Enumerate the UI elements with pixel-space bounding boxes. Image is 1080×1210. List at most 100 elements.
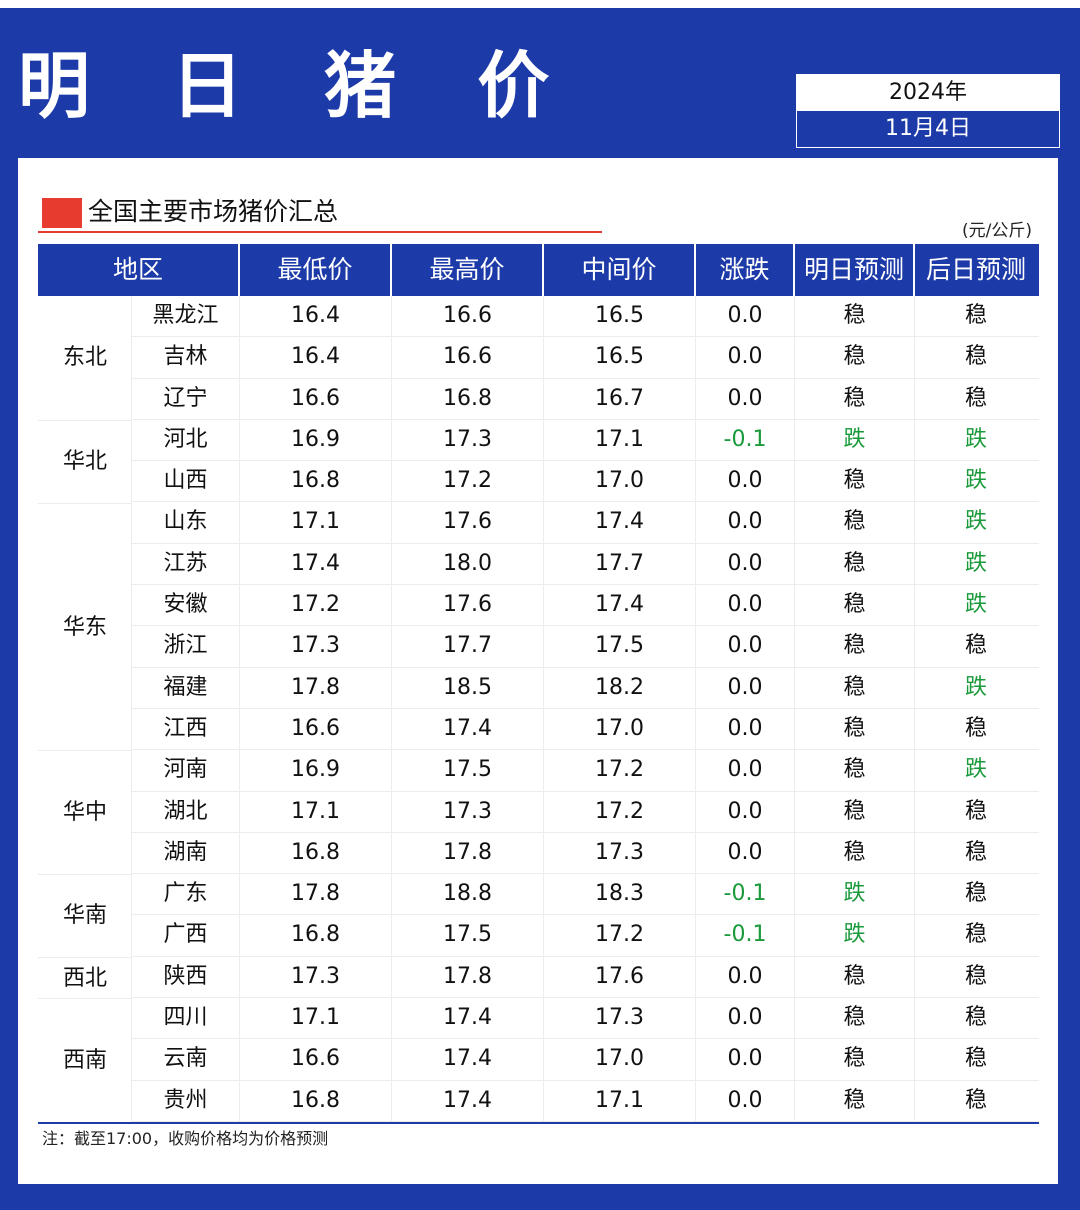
- mid-price-cell: 17.0: [544, 708, 696, 750]
- page-title: 明 日 猪 价: [18, 44, 578, 128]
- table-row: 江苏 17.4 18.0 17.7 0.0 稳 跌: [38, 543, 1039, 586]
- table-row: 贵州 16.8 17.4 17.1 0.0 稳稳: [38, 1080, 1039, 1122]
- region-column: 东北 华北 华东 华中 华南 西北 西南: [38, 296, 132, 1122]
- after-tomorrow-forecast-cell: 稳: [964, 839, 987, 865]
- header-region: 地区: [38, 244, 240, 296]
- province-cell: 四川: [132, 998, 240, 1039]
- high-price-cell: 17.5: [392, 750, 544, 791]
- header-low: 最低价: [240, 244, 392, 296]
- high-price-cell: 16.8: [392, 378, 544, 419]
- after-tomorrow-forecast-cell: 稳: [964, 344, 987, 370]
- tomorrow-forecast-cell: 稳: [795, 543, 915, 585]
- province-cell: 河南: [132, 750, 240, 791]
- province-cell: 江西: [132, 708, 240, 750]
- table-row: 江西 16.6 17.4 17.0 0.0 稳稳: [38, 708, 1039, 751]
- high-price-cell: 18.0: [392, 543, 544, 585]
- low-price-cell: 16.6: [240, 378, 392, 419]
- region-label: 华东: [38, 502, 132, 752]
- table-row: 云南 16.6 17.4 17.0 0.0 稳稳: [38, 1039, 1039, 1081]
- tomorrow-forecast-cell: 稳: [795, 667, 915, 708]
- section-underline: [38, 231, 602, 233]
- high-price-cell: 17.3: [392, 791, 544, 832]
- tomorrow-forecast-cell: 跌: [795, 419, 915, 461]
- mid-price-cell: 17.4: [544, 502, 696, 543]
- price-table: 地区 最低价 最高价 中间价 涨跌 明日预测 后日预测 东北 华北 华东 华中 华南 西北…: [38, 244, 1039, 1124]
- header-mid: 中间价: [544, 244, 696, 296]
- province-cell: 湖南: [132, 832, 240, 874]
- mid-price-cell: 16.7: [544, 378, 696, 419]
- high-price-cell: 18.8: [392, 874, 544, 915]
- unit-label: (元/公斤): [962, 221, 1032, 241]
- mid-price-cell: 17.6: [544, 956, 696, 998]
- province-cell: 广西: [132, 915, 240, 956]
- change-cell: 0.0: [696, 378, 795, 419]
- high-price-cell: 17.6: [392, 502, 544, 543]
- tomorrow-forecast-cell: 稳: [795, 585, 915, 626]
- tomorrow-forecast-cell: 稳: [795, 502, 915, 543]
- high-price-cell: 17.7: [392, 626, 544, 667]
- province-cell: 黑龙江: [132, 296, 240, 337]
- high-price-cell: 17.4: [392, 1039, 544, 1080]
- high-price-cell: 17.2: [392, 461, 544, 502]
- low-price-cell: 17.1: [240, 791, 392, 832]
- date-year: 2024年: [797, 75, 1059, 111]
- table-row: 浙江 17.3 17.7 17.5 0.0 稳稳: [38, 626, 1039, 668]
- mid-price-cell: 17.0: [544, 1039, 696, 1080]
- low-price-cell: 17.8: [240, 667, 392, 708]
- tomorrow-forecast-cell: 稳: [795, 337, 915, 378]
- region-label: 东北: [62, 345, 107, 370]
- tomorrow-forecast-cell: 跌: [795, 915, 915, 956]
- mid-price-cell: 17.3: [544, 832, 696, 874]
- table-row: 四川 17.1 17.4 17.3 0.0 稳稳: [38, 998, 1039, 1040]
- high-price-cell: 17.3: [392, 419, 544, 461]
- mid-price-cell: 17.2: [544, 915, 696, 956]
- low-price-cell: 16.8: [240, 461, 392, 502]
- tomorrow-forecast-cell: 稳: [795, 708, 915, 750]
- low-price-cell: 16.8: [240, 1080, 392, 1121]
- after-tomorrow-forecast-cell: 跌: [964, 592, 987, 618]
- low-price-cell: 16.6: [240, 1039, 392, 1080]
- high-price-cell: 18.5: [392, 667, 544, 708]
- table-row: 黑龙江 16.4 16.6 16.5 0.0 稳稳: [38, 296, 1039, 338]
- high-price-cell: 17.5: [392, 915, 544, 956]
- date-box: 2024年 11月4日: [796, 74, 1060, 148]
- province-cell: 广东: [132, 874, 240, 915]
- mid-price-cell: 18.3: [544, 874, 696, 915]
- after-tomorrow-forecast-cell: 稳: [964, 963, 987, 989]
- change-cell: 0.0: [696, 461, 795, 502]
- high-price-cell: 17.4: [392, 998, 544, 1039]
- section-marker: [42, 198, 82, 228]
- table-row: 陕西 17.3 17.8 17.6 0.0 稳稳: [38, 956, 1039, 999]
- province-cell: 安徽: [132, 585, 240, 626]
- mid-price-cell: 17.1: [544, 419, 696, 461]
- province-cell: 吉林: [132, 337, 240, 378]
- mid-price-cell: 17.5: [544, 626, 696, 667]
- high-price-cell: 17.8: [392, 956, 544, 998]
- change-cell: 0.0: [696, 337, 795, 378]
- after-tomorrow-forecast-cell: 跌: [964, 674, 987, 700]
- after-tomorrow-forecast-cell: 稳: [964, 881, 987, 907]
- tomorrow-forecast-cell: 稳: [795, 1080, 915, 1121]
- table-header: 地区 最低价 最高价 中间价 涨跌 明日预测 后日预测: [38, 244, 1039, 296]
- tomorrow-forecast-cell: 稳: [795, 791, 915, 832]
- header-tomorrow: 明日预测: [795, 244, 915, 296]
- section-title: 全国主要市场猪价汇总: [88, 197, 339, 226]
- low-price-cell: 16.4: [240, 296, 392, 337]
- table-row: 湖南 16.8 17.8 17.3 0.0 稳稳: [38, 832, 1039, 875]
- high-price-cell: 17.4: [392, 708, 544, 750]
- low-price-cell: 17.4: [240, 543, 392, 585]
- low-price-cell: 16.9: [240, 419, 392, 461]
- after-tomorrow-forecast-cell: 稳: [964, 633, 987, 659]
- mid-price-cell: 16.5: [544, 296, 696, 337]
- header-high: 最高价: [392, 244, 544, 296]
- table-row: 福建 17.8 18.5 18.2 0.0 稳 跌: [38, 667, 1039, 709]
- low-price-cell: 16.4: [240, 337, 392, 378]
- table-row: 河北 16.9 17.3 17.1 -0.1 跌跌: [38, 419, 1039, 462]
- footnote: 注：截至17:00，收购价格均为价格预测: [42, 1129, 329, 1148]
- low-price-cell: 17.8: [240, 874, 392, 915]
- table-row: 辽宁 16.6 16.8 16.7 0.0 稳稳: [38, 378, 1039, 420]
- change-cell: 0.0: [696, 1039, 795, 1080]
- low-price-cell: 16.8: [240, 832, 392, 874]
- table-row: 广西 16.8 17.5 17.2 -0.1 跌 稳: [38, 915, 1039, 957]
- low-price-cell: 17.2: [240, 585, 392, 626]
